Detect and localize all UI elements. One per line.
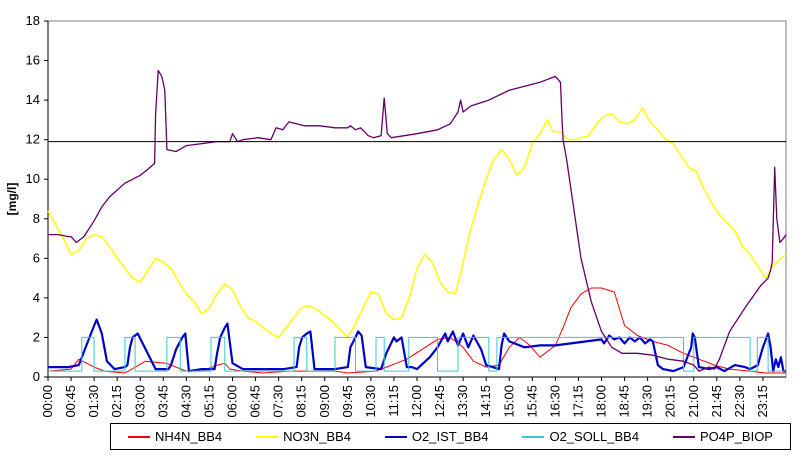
series-o2-soll-bb4	[48, 336, 786, 372]
x-tick-label: 12:00	[409, 385, 424, 418]
x-tick-label: 03:00	[132, 385, 147, 418]
legend-swatch	[256, 435, 279, 438]
x-tick-label: 16:30	[547, 385, 562, 418]
y-axis-title: [mg/l]	[5, 183, 19, 216]
x-tick-label: 00:45	[63, 385, 78, 418]
legend-item: NO3N_BB4	[256, 429, 351, 444]
y-tick-label: 8	[33, 211, 40, 226]
legend-label: NO3N_BB4	[283, 429, 351, 444]
y-tick-label: 2	[33, 329, 40, 344]
x-tick-label: 07:30	[271, 385, 286, 418]
legend-item: O2_IST_BB4	[384, 429, 489, 444]
x-tick-label: 13:30	[455, 385, 470, 418]
y-tick-label: 4	[33, 290, 40, 305]
series-no3n-bb4	[47, 107, 787, 339]
x-tick-label: 23:15	[755, 385, 770, 418]
x-tick-label: 21:45	[709, 385, 724, 418]
legend-item: O2_SOLL_BB4	[522, 429, 639, 444]
y-tick-label: 12	[26, 132, 40, 147]
legend-label: O2_SOLL_BB4	[549, 429, 640, 444]
plot-area	[47, 20, 787, 378]
x-tick-label: 20:15	[663, 385, 678, 418]
x-tick-label: 10:30	[363, 385, 378, 418]
x-tick-label: 14:15	[478, 385, 493, 418]
x-tick-label: 00:00	[40, 385, 55, 418]
x-tick-label: 15:00	[501, 385, 516, 418]
chart-labels: 0 2 4 6 8 10 12 14 16 18 00:00 00:45 01:30 02:15 03:00…	[5, 13, 770, 418]
legend-swatch	[522, 435, 545, 438]
legend-swatch	[127, 435, 150, 438]
x-tick-label: 06:45	[248, 385, 263, 418]
series-po4p-biop	[48, 69, 787, 372]
y-tick-label: 18	[26, 13, 40, 28]
legend-label: PO4P_BIOP	[700, 429, 773, 444]
x-tick-label: 09:00	[317, 385, 332, 418]
x-tick-label: 06:00	[225, 385, 240, 418]
x-tick-label: 18:45	[617, 385, 632, 418]
legend-item: PO4P_BIOP	[673, 429, 773, 444]
x-tick-label: 05:15	[201, 385, 216, 418]
series-o2-ist-bb4	[48, 318, 786, 373]
x-tick-label: 15:45	[524, 385, 539, 418]
chart-legend: NH4N_BB4 NO3N_BB4 O2_IST_BB4 O2_SOLL_BB4 PO4…	[110, 423, 791, 450]
x-tick-label: 22:30	[732, 385, 747, 418]
chart-axes	[44, 20, 787, 381]
legend-label: NH4N_BB4	[154, 429, 223, 444]
y-tick-label: 10	[26, 171, 40, 186]
x-tick-label: 21:00	[686, 385, 701, 418]
x-tick-label: 12:45	[432, 385, 447, 418]
x-tick-label: 02:15	[109, 385, 124, 418]
chart-series	[47, 69, 787, 374]
legend-swatch	[673, 435, 695, 438]
x-tick-label: 01:30	[86, 385, 101, 418]
x-tick-label: 18:00	[594, 385, 609, 418]
y-tick-label: 0	[33, 369, 40, 384]
x-tick-label: 04:30	[178, 385, 193, 418]
legend-item: NH4N_BB4	[127, 429, 223, 444]
y-tick-label: 14	[26, 92, 40, 107]
legend-label: O2_IST_BB4	[411, 429, 489, 444]
x-tick-label: 11:15	[386, 385, 401, 417]
x-tick-label: 08:15	[294, 385, 309, 418]
x-tick-label: 09:45	[340, 385, 355, 418]
y-tick-label: 6	[33, 250, 40, 265]
x-tick-label: 03:45	[155, 385, 170, 418]
x-tick-label: 17:15	[570, 385, 585, 418]
x-tick-label: 19:30	[640, 385, 655, 418]
y-tick-label: 16	[26, 53, 40, 68]
legend-swatch	[384, 435, 407, 438]
